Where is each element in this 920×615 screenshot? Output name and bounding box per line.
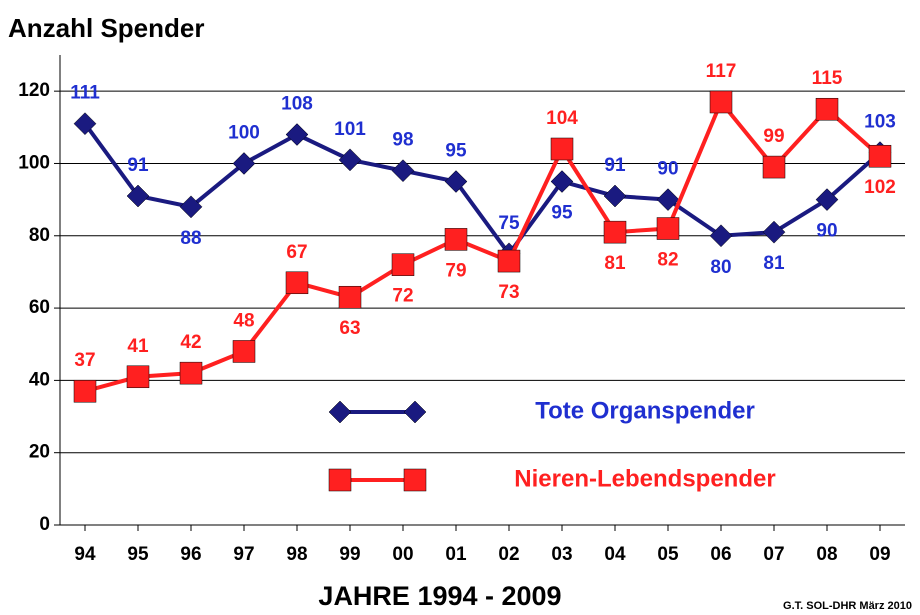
- x-tick-label: 95: [127, 544, 149, 565]
- data-point: [391, 159, 415, 183]
- data-point: [550, 170, 574, 193]
- x-tick-label: 01: [445, 544, 467, 565]
- y-tick-label: 100: [18, 152, 50, 173]
- data-label: 80: [710, 257, 731, 278]
- x-tick-label: 04: [604, 544, 626, 565]
- x-tick-label: 94: [74, 544, 96, 565]
- data-label: 63: [339, 318, 360, 339]
- series-line: [83, 122, 882, 258]
- data-label: 95: [445, 141, 467, 162]
- data-label: 79: [445, 260, 466, 281]
- data-point: [762, 220, 786, 244]
- data-label: 115: [812, 68, 843, 89]
- data-point: [603, 220, 627, 244]
- data-label: 104: [546, 108, 578, 129]
- x-tick-label: 06: [710, 544, 731, 565]
- data-point: [126, 184, 150, 208]
- data-point: [709, 224, 733, 248]
- data-label: 117: [706, 61, 737, 82]
- data-label: 67: [286, 242, 307, 263]
- x-tick-label: 98: [286, 544, 307, 565]
- data-label: 42: [180, 332, 201, 353]
- x-tick-label: 08: [816, 544, 837, 565]
- x-tick-label: 03: [551, 544, 572, 565]
- data-point: [179, 361, 203, 385]
- data-label: 82: [657, 250, 678, 271]
- data-point: [232, 340, 256, 363]
- y-tick-label: 120: [18, 80, 50, 101]
- data-point: [656, 217, 680, 240]
- x-tick-label: 02: [498, 544, 519, 565]
- data-label: 111: [70, 83, 100, 104]
- data-label: 98: [392, 130, 413, 151]
- legend-marker: [403, 400, 427, 424]
- data-point: [815, 97, 839, 121]
- y-tick-label: 80: [29, 225, 50, 246]
- data-label: 108: [281, 94, 313, 115]
- series-line: [84, 98, 882, 394]
- data-label: 75: [498, 213, 520, 234]
- data-label: 100: [228, 122, 260, 143]
- legend-label: Tote Organspender: [535, 397, 755, 424]
- data-point: [73, 112, 97, 136]
- x-tick-label: 96: [180, 544, 201, 565]
- data-point: [391, 253, 415, 276]
- x-tick-label: 05: [657, 544, 679, 565]
- data-point: [285, 271, 309, 295]
- x-tick-label: 07: [763, 544, 784, 565]
- data-point: [126, 365, 150, 389]
- data-label: 48: [233, 310, 254, 331]
- data-point: [656, 188, 680, 211]
- x-tick-label: 99: [339, 544, 360, 565]
- data-label: 90: [816, 221, 837, 242]
- legend-marker: [403, 468, 427, 492]
- footnote: G.T. SOL-DHR März 2010: [783, 600, 912, 612]
- data-point: [338, 148, 362, 172]
- y-tick-label: 40: [29, 369, 50, 390]
- data-point: [444, 170, 468, 193]
- data-point: [285, 123, 309, 146]
- data-label: 73: [498, 282, 519, 303]
- data-point: [815, 188, 839, 211]
- x-tick-label: 00: [392, 544, 413, 565]
- data-point: [497, 249, 521, 273]
- data-label: 72: [392, 286, 413, 307]
- data-point: [603, 184, 627, 208]
- data-label: 95: [551, 203, 573, 224]
- data-point: [73, 379, 97, 403]
- y-tick-label: 20: [29, 442, 50, 463]
- data-label: 81: [763, 253, 785, 274]
- data-point: [868, 144, 892, 168]
- data-point: [338, 285, 362, 309]
- data-point: [444, 228, 468, 251]
- data-point: [179, 195, 203, 219]
- legend-label: Nieren-Lebendspender: [514, 465, 775, 492]
- legend-marker: [328, 400, 352, 424]
- data-label: 103: [864, 112, 896, 133]
- y-tick-label: 0: [39, 514, 50, 535]
- data-point: [232, 152, 256, 175]
- data-point: [709, 90, 733, 114]
- y-tick-label: 60: [29, 297, 50, 318]
- data-label: 88: [180, 228, 201, 249]
- data-label: 102: [864, 177, 896, 198]
- data-label: 99: [763, 126, 784, 147]
- legend-marker: [328, 468, 352, 492]
- data-label: 91: [604, 155, 626, 176]
- data-label: 101: [334, 119, 366, 140]
- chart-title: Anzahl Spender: [8, 13, 204, 43]
- data-label: 81: [604, 253, 626, 274]
- x-axis-label: JAHRE 1994 - 2009: [318, 581, 561, 611]
- data-label: 91: [127, 155, 149, 176]
- data-point: [762, 155, 786, 179]
- data-point: [550, 137, 574, 161]
- data-label: 37: [74, 350, 95, 371]
- x-tick-label: 09: [869, 544, 890, 565]
- data-label: 90: [657, 159, 678, 180]
- x-tick-label: 97: [233, 544, 254, 565]
- data-label: 41: [127, 336, 149, 357]
